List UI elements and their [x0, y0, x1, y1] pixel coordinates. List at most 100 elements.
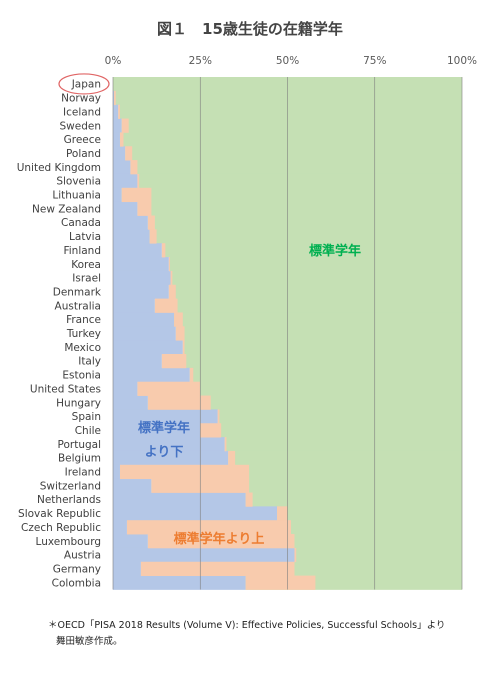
bar-above [137, 173, 140, 189]
bar-below [113, 423, 201, 438]
bar-below [113, 118, 122, 133]
bar-above [137, 201, 152, 216]
bar-above [189, 367, 194, 383]
bar-standard [154, 298, 462, 313]
y-category-label: Korea [71, 259, 101, 271]
y-category-label: France [66, 314, 101, 326]
bar-below [113, 340, 183, 355]
bar-standard [182, 340, 463, 355]
bar-below [113, 575, 246, 590]
bar-standard [161, 354, 463, 369]
bar-above [245, 492, 253, 507]
y-category-label: Sweden [60, 120, 102, 132]
bar-below [113, 243, 162, 258]
bar-below [113, 229, 150, 244]
y-category-label: United States [30, 383, 101, 395]
bar-standard [277, 506, 462, 521]
x-tick-label: 0% [105, 55, 122, 67]
y-category-label: Norway [61, 93, 101, 105]
source-note: ＊OECD「PISA 2018 Results (Volume V): Effe… [48, 618, 468, 650]
bar-standard [147, 395, 462, 410]
bar-below [113, 284, 169, 299]
bar-standard [149, 229, 462, 244]
y-category-label: Italy [78, 356, 101, 368]
bar-standard [170, 270, 462, 286]
bar-above [161, 354, 187, 369]
y-category-label: Switzerland [40, 480, 101, 492]
bar-above [161, 243, 166, 258]
y-category-label: Germany [53, 563, 101, 575]
bar-below [113, 381, 138, 396]
bar-below [113, 520, 127, 535]
bar-below [113, 326, 176, 341]
bar-above [149, 229, 157, 244]
bar-below [113, 367, 190, 383]
bar-below [113, 90, 115, 106]
bar-standard [189, 367, 462, 383]
bar-above [154, 298, 178, 313]
bar-above [224, 437, 227, 452]
y-category-label: Netherlands [37, 494, 101, 506]
y-category-label: Slovak Republic [18, 508, 101, 520]
y-category-label: Chile [75, 425, 101, 437]
annotation-below: より下 [145, 445, 184, 460]
bar-standard [228, 450, 462, 466]
bar-standard [174, 312, 462, 327]
y-category-label: Turkey [66, 328, 101, 340]
source-note-line-1: ＊OECD「PISA 2018 Results (Volume V): Effe… [48, 620, 446, 631]
bar-standard [137, 201, 462, 216]
y-category-label: Colombia [52, 577, 101, 589]
annotation-above: 標準学年より上 [174, 531, 265, 547]
bar-below [113, 478, 152, 493]
bar-above [245, 575, 316, 590]
bar-above [147, 215, 155, 230]
annotation-standard: 標準学年 [309, 243, 361, 259]
bar-below [113, 395, 148, 410]
y-category-label: Luxembourg [36, 536, 101, 548]
bar-below [113, 492, 246, 507]
y-category-label: United Kingdom [17, 162, 101, 174]
y-category-label: Japan [71, 79, 101, 91]
y-category-label: Latvia [69, 231, 101, 243]
y-category-label: Spain [72, 411, 101, 423]
bar-above [126, 520, 291, 535]
bar-below [113, 312, 175, 327]
bar-above [119, 132, 124, 147]
x-tick-label: 50% [276, 55, 299, 67]
chart-title: 図１ 15歳生徒の在籍学年 [157, 20, 343, 38]
bar-above [121, 118, 129, 133]
bar-below [113, 298, 155, 313]
bar-above [118, 104, 120, 119]
bar-above [168, 284, 176, 299]
bar-standard [137, 381, 462, 396]
bar-above [294, 547, 297, 563]
y-category-label: Poland [66, 148, 101, 160]
source-note-line-2: 舞田敏彦作成。 [56, 636, 123, 647]
y-category-label: Belgium [58, 453, 101, 465]
y-category-label: Slovenia [56, 176, 101, 188]
bar-below [113, 464, 120, 480]
bar-below [113, 409, 218, 424]
bar-above [174, 312, 183, 327]
bar-standard [130, 160, 462, 175]
y-category-label: Iceland [63, 106, 101, 118]
y-category-label: Denmark [53, 286, 102, 298]
bar-above [200, 423, 222, 438]
y-category-label: Czech Republic [21, 522, 101, 534]
y-category-label: Australia [55, 300, 101, 312]
bar-below [113, 354, 162, 369]
bar-below [113, 104, 119, 119]
bar-above [140, 561, 295, 576]
bar-standard [168, 284, 462, 299]
bar-below [113, 132, 120, 147]
bar-below [113, 561, 141, 576]
bar-above [125, 146, 133, 161]
y-category-label: Portugal [58, 439, 102, 451]
y-category-label: Estonia [62, 370, 101, 382]
bar-above [228, 450, 236, 466]
bar-standard [168, 257, 462, 272]
bar-below [113, 201, 138, 216]
y-category-label: Austria [64, 550, 101, 562]
bar-above [147, 395, 211, 410]
